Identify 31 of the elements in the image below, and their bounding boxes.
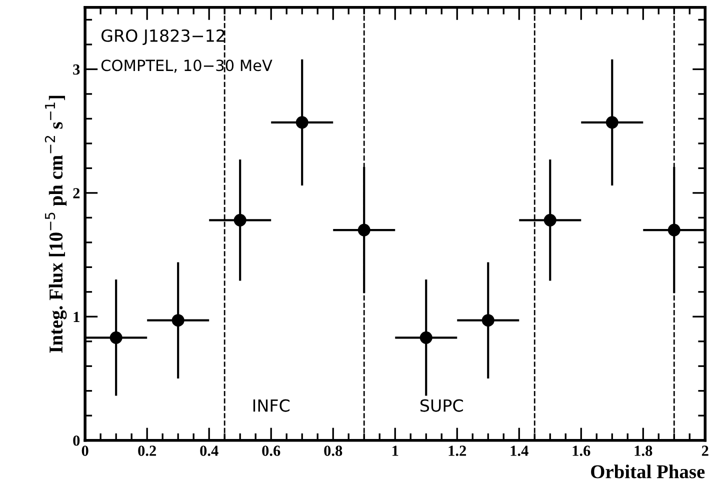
point	[172, 314, 184, 327]
y-axis-title: Integ. Flux [10$^{−5}$ ph cm$^{−2}$ s$^{−1}$]	[44, 96, 67, 353]
x-axis-title: Orbital Phase	[591, 464, 705, 478]
x-tick-label: 0.4	[200, 446, 218, 456]
annotation: SUPC	[420, 399, 463, 412]
y-tick-label: 2	[73, 188, 80, 198]
x-tick-label: 2	[702, 446, 708, 456]
point	[296, 116, 308, 129]
x-tick-label: 0	[82, 446, 88, 456]
annotation: INFC	[253, 399, 290, 412]
x-tick-label: 1.2	[448, 446, 466, 456]
y-tick-label: 3	[73, 64, 80, 75]
x-tick-label: 0.8	[324, 446, 342, 456]
point	[234, 214, 246, 226]
point	[358, 224, 370, 236]
point	[668, 224, 680, 236]
x-tick-label: 1.6	[572, 446, 590, 456]
x-tick-label: 1.8	[634, 446, 652, 456]
point	[606, 116, 618, 129]
point	[420, 331, 432, 344]
point	[544, 214, 556, 226]
annotation: GRO J1823−12	[102, 29, 224, 46]
point	[110, 331, 122, 344]
point	[482, 314, 494, 327]
y-tick-label: 0	[73, 435, 80, 446]
x-tick-label: 1.4	[510, 446, 528, 456]
x-tick-label: 0.6	[262, 446, 280, 456]
y-tick-label: 1	[74, 312, 80, 322]
x-tick-label: 1	[392, 446, 398, 456]
annotation: COMPTEL, 10−30 MeV	[101, 60, 272, 73]
x-tick-label: 0.2	[138, 446, 156, 456]
